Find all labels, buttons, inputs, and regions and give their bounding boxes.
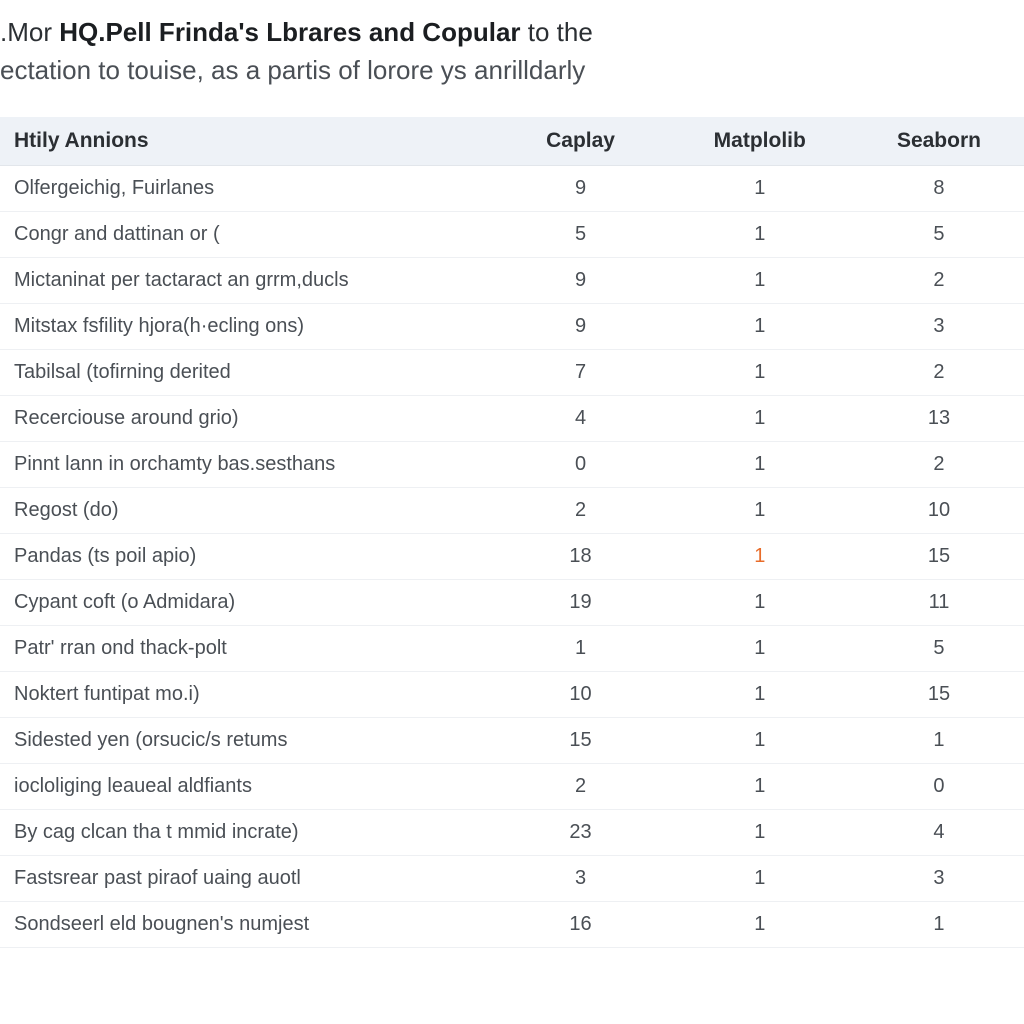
heading-line-1: .Mor HQ.Pell Frinda's Lbrares and Copula… xyxy=(0,14,1024,52)
row-value-a: 15 xyxy=(492,718,666,764)
row-value-a: 18 xyxy=(492,534,666,580)
row-label: Sidested yen (orsucic/s retums xyxy=(0,718,492,764)
row-label: Regost (do) xyxy=(0,488,492,534)
row-value-b: 1 xyxy=(666,764,850,810)
row-label: Mitstax fsfility hjora(h·ecling ons) xyxy=(0,304,492,350)
row-value-a: 10 xyxy=(492,672,666,718)
heading-prefix: .Mor xyxy=(0,17,59,47)
row-value-b: 1 xyxy=(666,304,850,350)
table-row: Mictaninat per tactaract an grrm,ducls91… xyxy=(0,258,1024,304)
row-value-b: 1 xyxy=(666,810,850,856)
row-value-b: 1 xyxy=(666,718,850,764)
row-value-c: 2 xyxy=(850,442,1024,488)
heading-bold: HQ.Pell Frinda's Lbrares and Copular xyxy=(59,17,520,47)
row-value-c: 5 xyxy=(850,212,1024,258)
row-value-a: 3 xyxy=(492,856,666,902)
row-value-c: 0 xyxy=(850,764,1024,810)
row-label: Mictaninat per tactaract an grrm,ducls xyxy=(0,258,492,304)
row-value-c: 3 xyxy=(850,856,1024,902)
row-value-c: 11 xyxy=(850,580,1024,626)
table-row: iocloliging leaueal aldfiants210 xyxy=(0,764,1024,810)
row-value-a: 19 xyxy=(492,580,666,626)
row-value-b: 1 xyxy=(666,488,850,534)
row-label: Cypant coft (o Admidara) xyxy=(0,580,492,626)
row-value-a: 5 xyxy=(492,212,666,258)
row-value-a: 9 xyxy=(492,304,666,350)
row-label: Fastsrear past piraof uaing auotl xyxy=(0,856,492,902)
comparison-table: Htily Annions Caplay Matplolib Seaborn O… xyxy=(0,117,1024,948)
row-value-c: 2 xyxy=(850,350,1024,396)
row-value-a: 9 xyxy=(492,258,666,304)
row-value-a: 16 xyxy=(492,902,666,948)
row-value-b: 1 xyxy=(666,856,850,902)
row-value-b: 1 xyxy=(666,672,850,718)
row-label: By cag clcan tha t mmid incrate) xyxy=(0,810,492,856)
table-row: Congr and dattinan or (515 xyxy=(0,212,1024,258)
row-value-a: 4 xyxy=(492,396,666,442)
row-value-a: 23 xyxy=(492,810,666,856)
row-value-c: 2 xyxy=(850,258,1024,304)
heading-suffix: to the xyxy=(521,17,593,47)
table-row: Sondseerl eld bougnen's numjest1611 xyxy=(0,902,1024,948)
table-row: Cypant coft (o Admidara)19111 xyxy=(0,580,1024,626)
row-value-c: 3 xyxy=(850,304,1024,350)
row-value-c: 15 xyxy=(850,534,1024,580)
table-row: Olfergeichig, Fuirlanes918 xyxy=(0,166,1024,212)
table-row: Tabilsal (tofirning derited712 xyxy=(0,350,1024,396)
row-value-c: 15 xyxy=(850,672,1024,718)
table-row: Pandas (ts poil apio)18115 xyxy=(0,534,1024,580)
row-value-a: 1 xyxy=(492,626,666,672)
table-row: Fastsrear past piraof uaing auotl313 xyxy=(0,856,1024,902)
row-value-b: 1 xyxy=(666,350,850,396)
row-value-b: 1 xyxy=(666,212,850,258)
row-value-b: 1 xyxy=(666,166,850,212)
col-header-caplay: Caplay xyxy=(492,117,666,166)
table-row: Regost (do)2110 xyxy=(0,488,1024,534)
row-value-b: 1 xyxy=(666,396,850,442)
row-value-c: 5 xyxy=(850,626,1024,672)
page-heading: .Mor HQ.Pell Frinda's Lbrares and Copula… xyxy=(0,0,1024,117)
row-value-a: 2 xyxy=(492,488,666,534)
row-value-b: 1 xyxy=(666,442,850,488)
table-row: Pinnt lann in orchamty bas.sesthans012 xyxy=(0,442,1024,488)
row-value-c: 10 xyxy=(850,488,1024,534)
row-label: Sondseerl eld bougnen's numjest xyxy=(0,902,492,948)
row-value-c: 1 xyxy=(850,902,1024,948)
col-header-name: Htily Annions xyxy=(0,117,492,166)
col-header-seaborn: Seaborn xyxy=(850,117,1024,166)
row-label: iocloliging leaueal aldfiants xyxy=(0,764,492,810)
row-label: Pinnt lann in orchamty bas.sesthans xyxy=(0,442,492,488)
table-row: By cag clcan tha t mmid incrate)2314 xyxy=(0,810,1024,856)
table-row: Mitstax fsfility hjora(h·ecling ons)913 xyxy=(0,304,1024,350)
heading-line-2: ectation to touise, as a partis of loror… xyxy=(0,52,1024,90)
row-label: Pandas (ts poil apio) xyxy=(0,534,492,580)
row-value-b: 1 xyxy=(666,258,850,304)
col-header-matplolib: Matplolib xyxy=(666,117,850,166)
row-value-b: 1 xyxy=(666,534,850,580)
table-row: Noktert funtipat mo.i)10115 xyxy=(0,672,1024,718)
row-value-b: 1 xyxy=(666,626,850,672)
row-value-a: 9 xyxy=(492,166,666,212)
row-value-a: 2 xyxy=(492,764,666,810)
row-value-a: 7 xyxy=(492,350,666,396)
row-label: Patr' rran ond thack-polt xyxy=(0,626,492,672)
row-label: Congr and dattinan or ( xyxy=(0,212,492,258)
row-label: Noktert funtipat mo.i) xyxy=(0,672,492,718)
table-header-row: Htily Annions Caplay Matplolib Seaborn xyxy=(0,117,1024,166)
row-value-a: 0 xyxy=(492,442,666,488)
row-value-c: 8 xyxy=(850,166,1024,212)
row-label: Tabilsal (tofirning derited xyxy=(0,350,492,396)
row-value-b: 1 xyxy=(666,580,850,626)
table-row: Patr' rran ond thack-polt115 xyxy=(0,626,1024,672)
row-value-c: 1 xyxy=(850,718,1024,764)
table-row: Sidested yen (orsucic/s retums1511 xyxy=(0,718,1024,764)
row-value-c: 13 xyxy=(850,396,1024,442)
table-row: Recerciouse around grio)4113 xyxy=(0,396,1024,442)
row-label: Recerciouse around grio) xyxy=(0,396,492,442)
row-value-b: 1 xyxy=(666,902,850,948)
row-label: Olfergeichig, Fuirlanes xyxy=(0,166,492,212)
row-value-c: 4 xyxy=(850,810,1024,856)
